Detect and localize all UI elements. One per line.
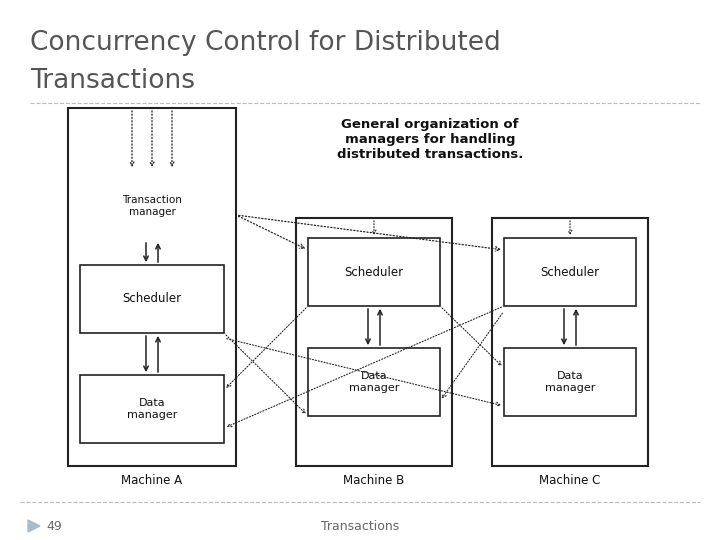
Text: Scheduler: Scheduler [541,266,600,279]
Bar [308,238,440,306]
Text: Data
manager: Data manager [127,398,177,420]
Text: Machine B: Machine B [343,474,405,487]
Bar [504,238,636,306]
Text: Machine C: Machine C [539,474,600,487]
Text: Concurrency Control for Distributed: Concurrency Control for Distributed [30,30,500,56]
Polygon shape [28,520,40,532]
Bar [492,218,648,466]
Text: General organization of
managers for handling
distributed transactions.: General organization of managers for han… [337,118,523,161]
Text: Scheduler: Scheduler [122,293,181,306]
Text: Machine A: Machine A [122,474,183,487]
Text: Scheduler: Scheduler [344,266,404,279]
Bar [80,265,224,333]
Bar [296,218,452,466]
Bar [308,348,440,416]
Text: 49: 49 [46,519,62,532]
Bar [80,375,224,443]
Text: Transactions: Transactions [321,519,399,532]
Text: Data
manager: Data manager [545,371,595,393]
Text: Transactions: Transactions [30,68,195,94]
Text: Transaction
manager: Transaction manager [122,195,182,217]
Bar [68,108,236,466]
Bar [504,348,636,416]
Text: Data
manager: Data manager [348,371,399,393]
